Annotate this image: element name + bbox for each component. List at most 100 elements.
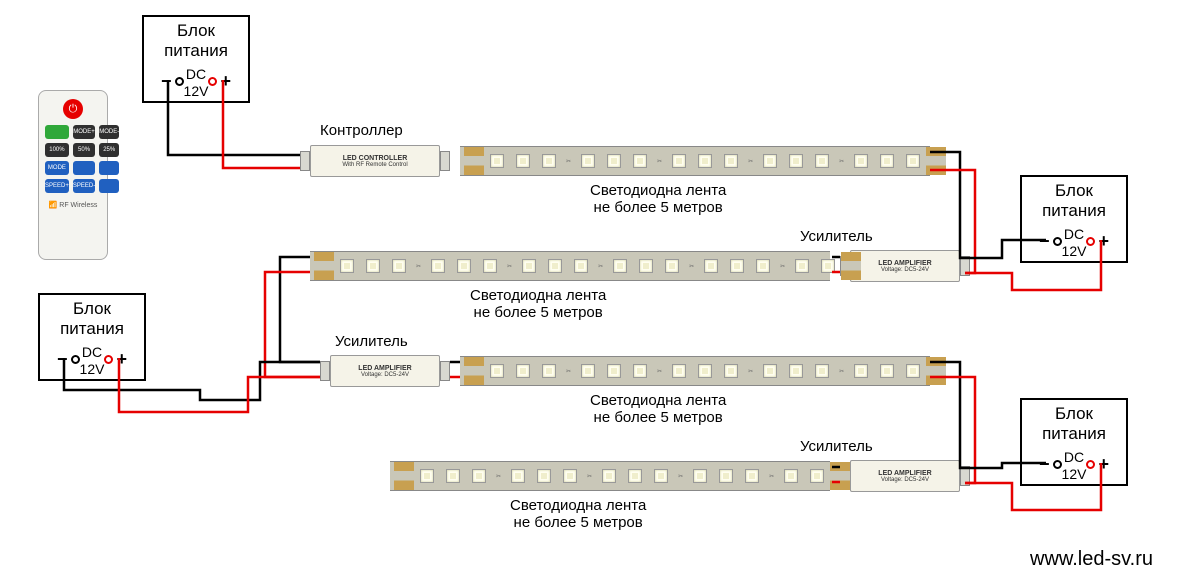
- led-chip: [574, 259, 588, 273]
- led-chip: [906, 364, 920, 378]
- strip-marking: ✂: [587, 473, 592, 480]
- strip-pad-right: [926, 147, 946, 175]
- plus-terminal: +: [1086, 231, 1112, 253]
- strip-marking: ✂: [566, 368, 571, 375]
- led-amplifier: LED AMPLIFIERVoltage: DC5-24V: [850, 460, 960, 492]
- led-chip: [366, 259, 380, 273]
- strip-marking: ✂: [839, 158, 844, 165]
- led-chip: [724, 154, 738, 168]
- remote-button: MODE: [45, 161, 69, 175]
- led-chip: [483, 259, 497, 273]
- led-chip: [542, 364, 556, 378]
- amp-plug-right: [960, 466, 970, 486]
- led-chip: [446, 469, 460, 483]
- strip-marking: ✂: [416, 263, 421, 270]
- minus-terminal: −: [54, 349, 80, 371]
- led-chip: [815, 154, 829, 168]
- amp-plug-left: [320, 361, 330, 381]
- psu-terminals: −DC 12V+: [152, 64, 240, 100]
- led-chip: [639, 259, 653, 273]
- strip-pad-left: [464, 147, 484, 175]
- led-chip: [789, 154, 803, 168]
- remote-button: 50%: [73, 143, 95, 157]
- psu-dc-label: DC 12V: [1062, 449, 1087, 483]
- led-chip: [516, 154, 530, 168]
- led-chip: [854, 154, 868, 168]
- led-chip: [810, 469, 824, 483]
- amp-title: LED AMPLIFIER: [878, 260, 931, 267]
- psu-dc-label: DC 12V: [80, 344, 105, 378]
- controller-label: Контроллер: [320, 122, 403, 139]
- led-chip: [581, 154, 595, 168]
- led-chip: [607, 364, 621, 378]
- power-supply-unit: Блокпитания−DC 12V+: [142, 15, 250, 103]
- strip-marking: ✂: [689, 263, 694, 270]
- psu-terminals: −DC 12V+: [1030, 224, 1118, 260]
- psu-title-2: питания: [1030, 424, 1118, 444]
- amp-title: LED AMPLIFIER: [878, 470, 931, 477]
- led-chip: [815, 364, 829, 378]
- strip-caption: Светодиодна лентане более 5 метров: [510, 497, 646, 531]
- led-chip: [745, 469, 759, 483]
- psu-title-1: Блок: [1030, 181, 1118, 201]
- amplifier-label: Усилитель: [800, 228, 873, 245]
- remote-button: MODE-: [99, 125, 119, 139]
- led-chip: [522, 259, 536, 273]
- led-chip: [392, 259, 406, 273]
- led-chip: [607, 154, 621, 168]
- led-chip: [581, 364, 595, 378]
- led-chip: [633, 154, 647, 168]
- remote-button: 25%: [99, 143, 119, 157]
- power-supply-unit: Блокпитания−DC 12V+: [38, 293, 146, 381]
- rf-remote: ⏻ MODE+MODE-100%50%25%MODESPEED+SPEED- 📶…: [38, 90, 108, 260]
- psu-title-1: Блок: [1030, 404, 1118, 424]
- led-chip: [613, 259, 627, 273]
- led-chip: [763, 364, 777, 378]
- remote-button-grid: MODE+MODE-100%50%25%MODESPEED+SPEED-: [45, 125, 101, 193]
- led-chip: [784, 469, 798, 483]
- psu-title-1: Блок: [48, 299, 136, 319]
- strip-caption: Светодиодна лентане более 5 метров: [590, 392, 726, 426]
- psu-title-1: Блок: [152, 21, 240, 41]
- psu-terminals: −DC 12V+: [1030, 447, 1118, 483]
- strip-marking: ✂: [839, 368, 844, 375]
- strip-marking: ✂: [507, 263, 512, 270]
- remote-button: 100%: [45, 143, 69, 157]
- led-chip: [420, 469, 434, 483]
- remote-button: [73, 161, 95, 175]
- strip-marking: ✂: [566, 158, 571, 165]
- plus-terminal: +: [104, 349, 130, 371]
- led-chip: [633, 364, 647, 378]
- strip-pad-right: [841, 252, 861, 280]
- strip-pad-right: [830, 462, 850, 490]
- led-strip: ✂✂✂✂✂: [310, 251, 830, 281]
- led-controller: LED CONTROLLER With RF Remote Control: [310, 145, 440, 177]
- amp-plug-right: [440, 361, 450, 381]
- amplifier-label: Усилитель: [800, 438, 873, 455]
- led-chip: [756, 259, 770, 273]
- led-chip: [563, 469, 577, 483]
- strip-marking: ✂: [657, 158, 662, 165]
- led-chip: [730, 259, 744, 273]
- led-chip: [698, 154, 712, 168]
- led-chip: [472, 469, 486, 483]
- minus-terminal: −: [1036, 454, 1062, 476]
- strip-marking: ✂: [496, 473, 501, 480]
- led-amplifier: LED AMPLIFIERVoltage: DC5-24V: [850, 250, 960, 282]
- led-chip: [724, 364, 738, 378]
- amp-plug-right: [960, 256, 970, 276]
- minus-terminal: −: [1036, 231, 1062, 253]
- controller-plug-left: [300, 151, 310, 171]
- wire-positive: [119, 358, 320, 412]
- led-chip: [457, 259, 471, 273]
- led-chip: [795, 259, 809, 273]
- led-chip: [698, 364, 712, 378]
- remote-button: [99, 161, 119, 175]
- strip-marking: ✂: [769, 473, 774, 480]
- led-chip: [665, 259, 679, 273]
- plus-terminal: +: [1086, 454, 1112, 476]
- strip-marking: ✂: [678, 473, 683, 480]
- led-chip: [602, 469, 616, 483]
- remote-button: MODE+: [73, 125, 95, 139]
- strip-marking: ✂: [657, 368, 662, 375]
